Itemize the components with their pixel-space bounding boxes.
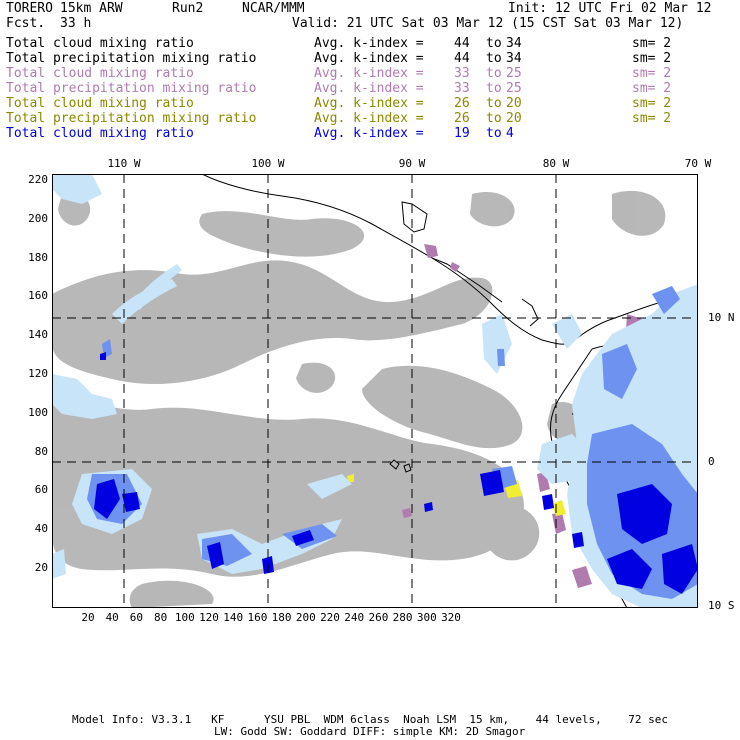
- dark-blue-layer: [94, 352, 698, 594]
- field-name: Total cloud mixing ratio: [6, 36, 194, 51]
- field-row: Total cloud mixing ratio Avg. k-index = 33…: [6, 66, 706, 81]
- x-tick-label: 300: [416, 611, 437, 624]
- x-tick-label: 120: [199, 611, 219, 624]
- field-name: Total precipitation mixing ratio: [6, 51, 257, 66]
- field-name: Total cloud mixing ratio: [6, 96, 194, 111]
- field-k-to: 20: [506, 96, 522, 111]
- x-tick-label: 60: [129, 611, 144, 624]
- field-k-from: 44: [454, 51, 470, 66]
- run-label: Run2: [172, 1, 204, 16]
- field-kindex-label: Avg. k-index =: [314, 96, 424, 111]
- longitude-label: 90 W: [398, 157, 426, 170]
- x-tick-label: 20: [81, 611, 95, 624]
- field-k-from: 19: [454, 126, 470, 141]
- x-tick-label: 80: [153, 611, 168, 624]
- field-kindex-label: Avg. k-index =: [314, 36, 424, 51]
- y-tick-label: 20: [34, 561, 48, 574]
- field-sm: sm= 2: [632, 51, 672, 66]
- x-tick-label: 180: [271, 611, 292, 624]
- field-k-from: 44: [454, 36, 470, 51]
- footer-model-info: Model Info: V3.3.1 KF YSU PBL WDM 6class…: [72, 713, 669, 726]
- field-k-to: 25: [506, 66, 522, 81]
- field-k-to: 20: [506, 111, 522, 126]
- model-name: TORERO: [6, 1, 53, 16]
- y-tick-label: 160: [28, 289, 48, 303]
- y-tick-label: 140: [28, 328, 48, 342]
- field-sm: sm= 2: [632, 66, 672, 81]
- forecast-label: Fcst.: [6, 16, 46, 31]
- x-tick-label: 220: [320, 611, 340, 624]
- field-k-from: 33: [454, 81, 470, 96]
- field-k-from: 26: [454, 111, 470, 126]
- y-tick-label: 220: [28, 173, 48, 186]
- field-k-to: 4: [506, 126, 514, 141]
- field-kindex-label: Avg. k-index =: [314, 51, 424, 66]
- x-tick-label: 40: [105, 611, 119, 624]
- x-tick-label: 100: [174, 611, 195, 624]
- field-to: to: [486, 111, 502, 126]
- field-sm: sm= 2: [632, 36, 672, 51]
- latitude-label: 0: [708, 455, 715, 468]
- field-k-to: 34: [506, 51, 522, 66]
- footer-physics-info: LW: Godd SW: Goddard DIFF: simple KM: 2D…: [214, 725, 526, 738]
- y-tick-label: 120: [28, 367, 48, 380]
- x-tick-label: 140: [223, 611, 244, 624]
- x-tick-label: 280: [392, 611, 413, 624]
- latitude-label: 10 S: [708, 599, 735, 612]
- y-tick-label: 180: [28, 250, 48, 264]
- x-tick-label: 200: [295, 611, 316, 624]
- field-to: to: [486, 126, 502, 141]
- longitude-label: 80 W: [542, 157, 570, 170]
- y-tick-label: 100: [28, 405, 48, 419]
- longitude-label: 100 W: [251, 157, 285, 170]
- forecast-map: [52, 174, 698, 608]
- field-sm: sm= 2: [632, 96, 672, 111]
- field-row: Total precipitation mixing ratio Avg. k-i…: [6, 111, 706, 126]
- field-k-to: 34: [506, 36, 522, 51]
- y-tick-label: 80: [34, 444, 48, 458]
- field-sm: sm= 2: [632, 111, 672, 126]
- field-kindex-label: Avg. k-index =: [314, 81, 424, 96]
- forecast-hours: 33 h: [60, 16, 92, 31]
- field-kindex-label: Avg. k-index =: [314, 66, 424, 81]
- field-to: to: [486, 66, 502, 81]
- field-k-from: 26: [454, 96, 470, 111]
- field-name: Total cloud mixing ratio: [6, 126, 194, 141]
- field-to: to: [486, 36, 502, 51]
- field-to: to: [486, 51, 502, 66]
- field-row: Total cloud mixing ratio Avg. k-index = 44…: [6, 36, 706, 51]
- y-tick-label: 40: [34, 522, 48, 536]
- field-row: Total precipitation mixing ratio Avg. k-i…: [6, 51, 706, 66]
- field-name: Total precipitation mixing ratio: [6, 111, 257, 126]
- field-k-to: 25: [506, 81, 522, 96]
- gray-cloud-layer: [52, 190, 666, 608]
- field-name: Total precipitation mixing ratio: [6, 81, 257, 96]
- init-time: Init: 12 UTC Fri 02 Mar 12: [508, 1, 712, 16]
- map-frame: [52, 174, 698, 608]
- field-row: Total cloud mixing ratio Avg. k-index = 19…: [6, 126, 706, 141]
- valid-time: Valid: 21 UTC Sat 03 Mar 12 (15 CST Sat …: [292, 16, 684, 31]
- longitude-label: 110 W: [107, 157, 141, 170]
- field-row: Total cloud mixing ratio Avg. k-index = 26…: [6, 96, 706, 111]
- x-tick-label: 260: [368, 611, 389, 624]
- x-tick-label: 160: [247, 611, 268, 624]
- y-tick-label: 200: [28, 211, 48, 225]
- field-name: Total cloud mixing ratio: [6, 66, 194, 81]
- field-kindex-label: Avg. k-index =: [314, 111, 424, 126]
- organization: NCAR/MMM: [242, 1, 305, 16]
- field-kindex-label: Avg. k-index =: [314, 126, 424, 141]
- longitude-label: 70 W: [684, 157, 712, 170]
- field-sm: sm= 2: [632, 81, 672, 96]
- field-k-from: 33: [454, 66, 470, 81]
- field-to: to: [486, 81, 502, 96]
- latitude-label: 10 N: [708, 311, 735, 324]
- graticule: [52, 174, 698, 608]
- model-resolution: 15km ARW: [60, 1, 123, 16]
- y-tick-label: 60: [34, 483, 48, 497]
- x-tick-label: 240: [344, 611, 365, 624]
- field-row: Total precipitation mixing ratio Avg. k-i…: [6, 81, 706, 96]
- x-tick-label: 320: [441, 611, 461, 624]
- field-to: to: [486, 96, 502, 111]
